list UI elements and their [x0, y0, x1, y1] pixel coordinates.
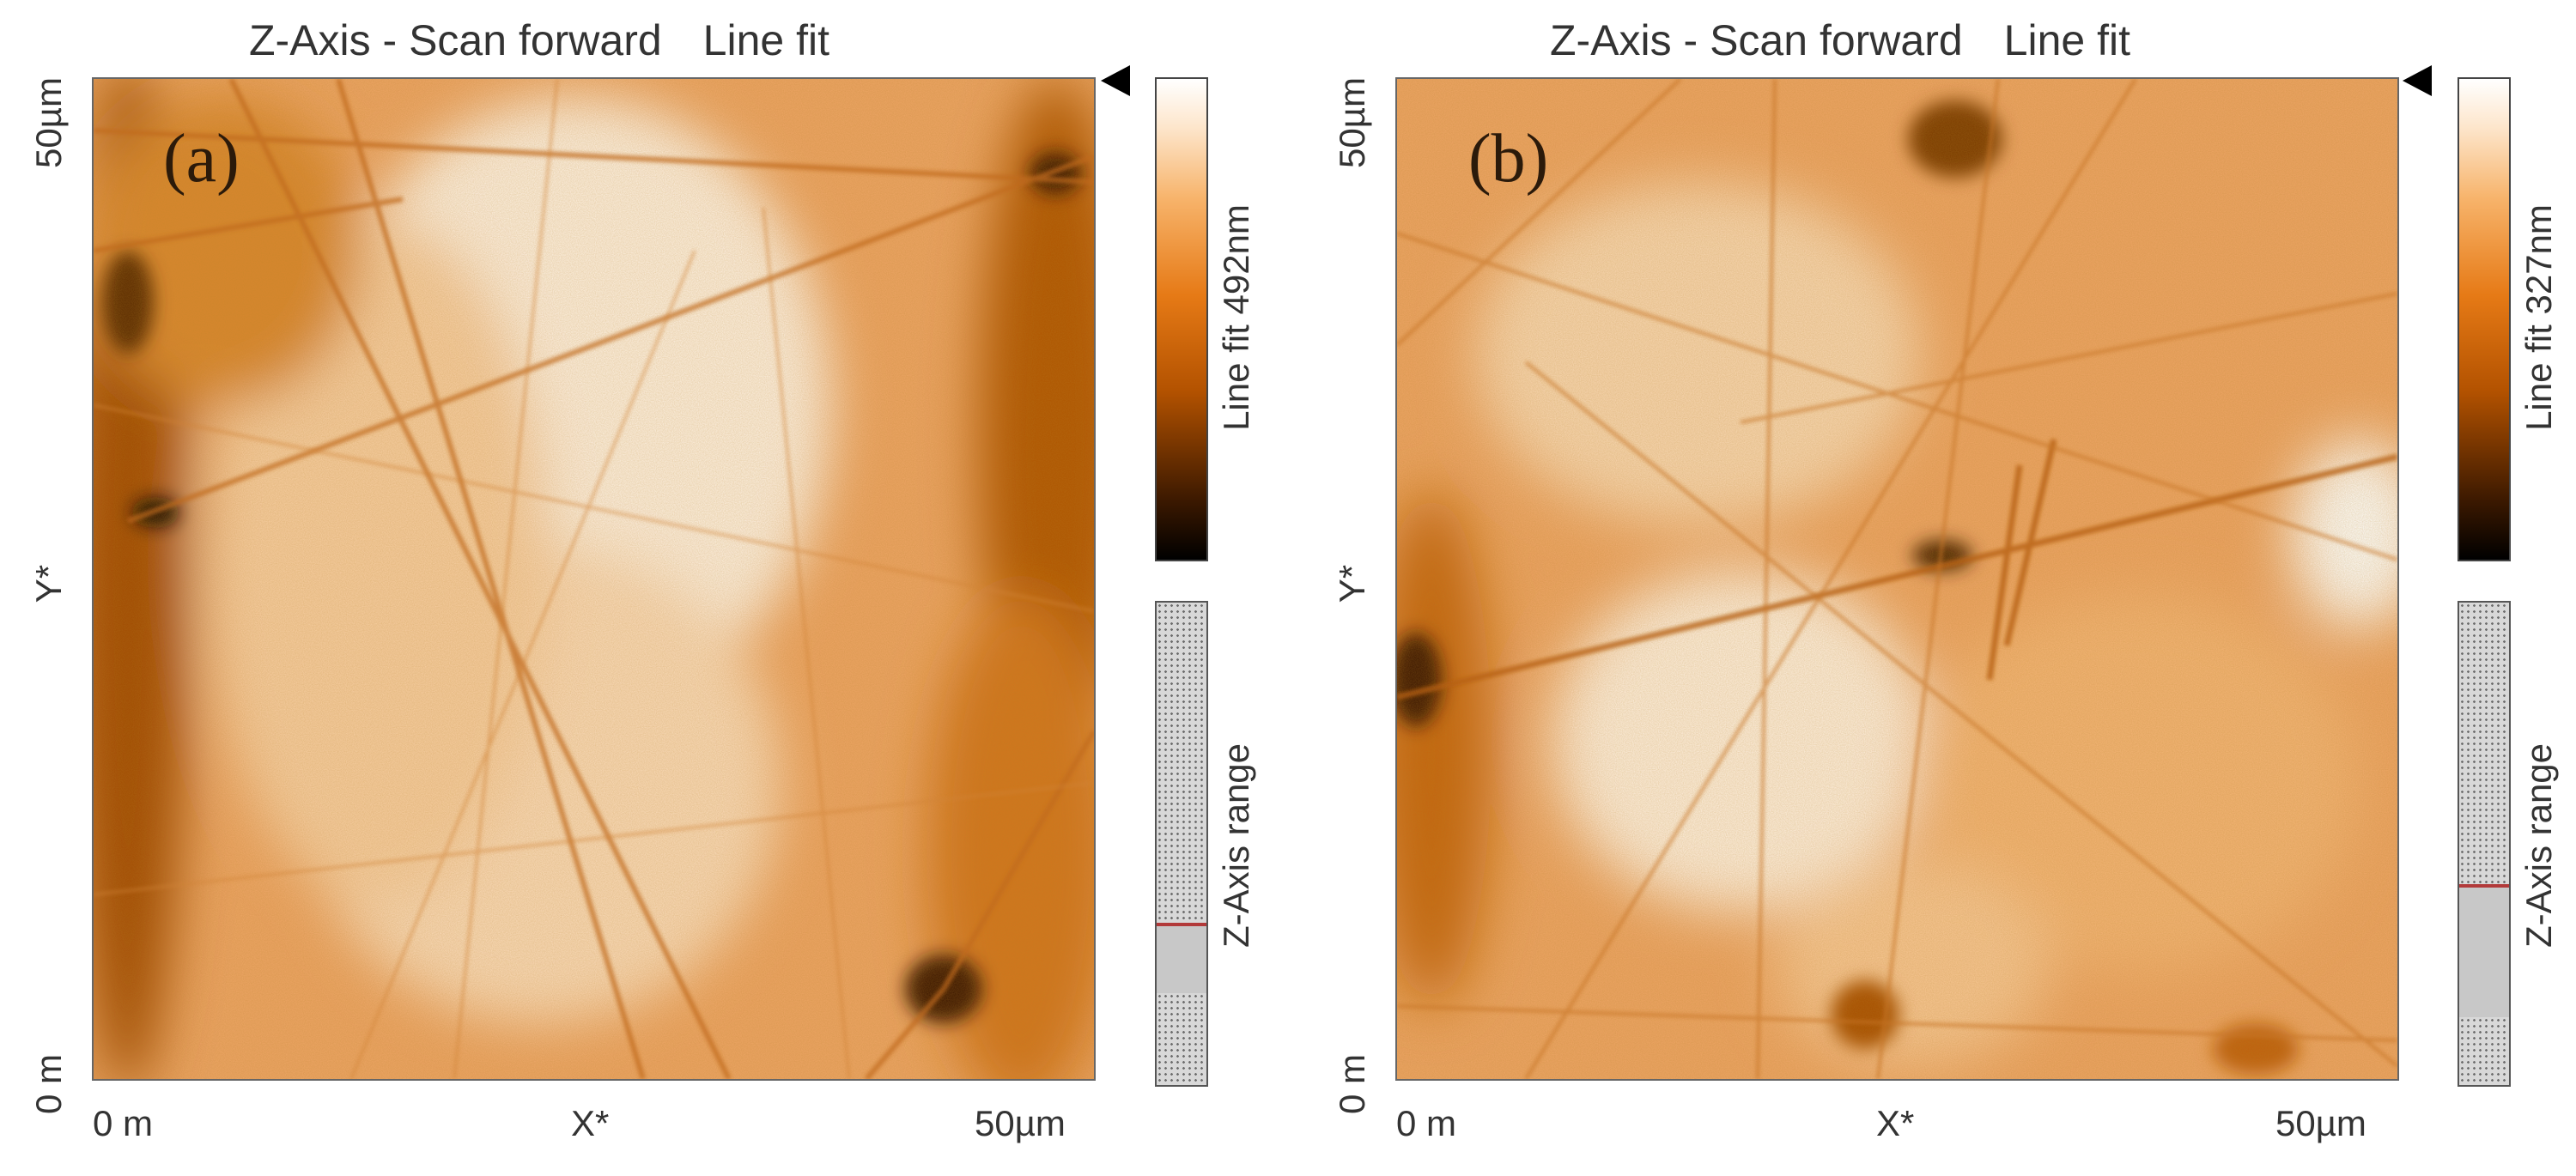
panel-a-y-label: Y*	[28, 564, 69, 603]
panel-b-x-min: 0 m	[1396, 1103, 1457, 1143]
panel-a-range-bar	[1155, 601, 1208, 1087]
panel-b-title: Z-Axis - Scan forward Line fit	[1550, 15, 2130, 65]
panel-b-y-max: 50µm	[1332, 77, 1372, 168]
panel-b-scan-image	[1395, 77, 2399, 1081]
panel-a-title-mode: Line fit	[702, 16, 829, 64]
panel-b-title-mode: Line fit	[2003, 16, 2130, 64]
panel-b-title-main: Z-Axis - Scan forward	[1550, 16, 1963, 64]
panel-b-marker-icon	[2403, 65, 2432, 96]
panel-a-x-min: 0 m	[93, 1103, 154, 1143]
panel-a-title-main: Z-Axis - Scan forward	[249, 16, 662, 64]
panel-a-colorbar	[1155, 77, 1208, 561]
panel-b-y-label: Y*	[1332, 564, 1372, 603]
panel-a-y-max: 50µm	[28, 77, 69, 168]
panel-a-y-min: 0 m	[28, 1054, 69, 1115]
panel-a-label: (a)	[163, 121, 240, 197]
panel-a-x-label: X*	[571, 1103, 610, 1143]
panel-a-range-fill	[1157, 922, 1206, 994]
panel-a-scan-image	[92, 77, 1096, 1081]
panel-a-colorbar-label: Line fit 492nm	[1216, 204, 1256, 431]
panel-b-range-fill	[2459, 883, 2509, 1018]
panel-a-range-label: Z-Axis range	[1216, 743, 1256, 949]
panel-b-label: (b)	[1468, 121, 1549, 197]
panel-b-colorbar	[2458, 77, 2511, 561]
panel-a-title: Z-Axis - Scan forward Line fit	[249, 15, 829, 65]
panel-b-x-label: X*	[1876, 1103, 1915, 1143]
panel-a-marker-icon	[1101, 65, 1130, 96]
afm-panel-a: Z-Axis - Scan forward Line fit	[28, 15, 1256, 1143]
afm-panel-b: Z-Axis - Scan forward Line fit	[1288, 0, 2576, 1176]
panel-a-x-max: 50µm	[975, 1103, 1066, 1143]
panel-b-x-max: 50µm	[2275, 1103, 2366, 1143]
panel-b-colorbar-label: Line fit 327nm	[2518, 204, 2559, 431]
panel-b-range-label: Z-Axis range	[2518, 743, 2559, 949]
panel-b-y-min: 0 m	[1332, 1054, 1372, 1115]
panel-b-range-bar	[2458, 601, 2511, 1087]
